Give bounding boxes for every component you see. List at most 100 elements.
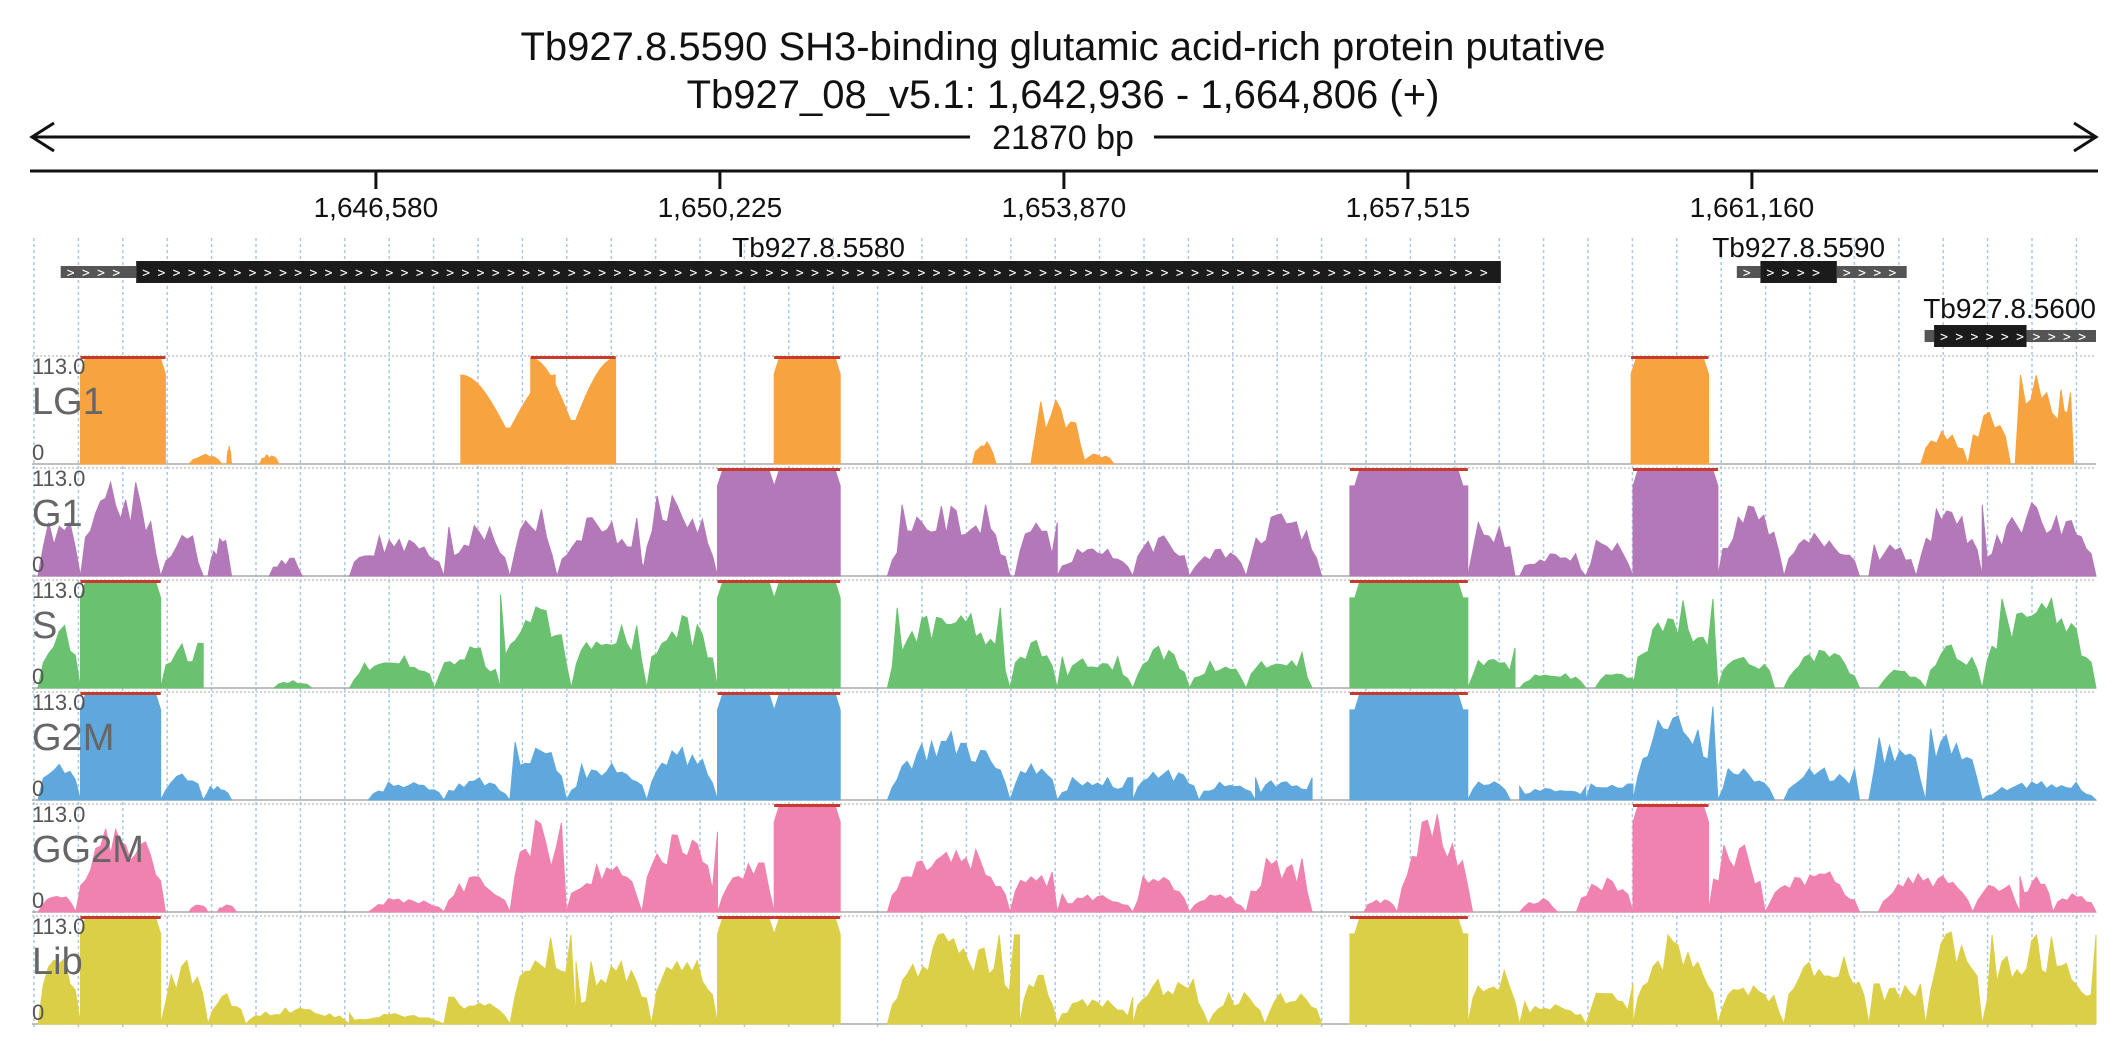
coverage-peak — [1585, 539, 1634, 577]
coverage-track: 113.0 0 S — [32, 578, 2097, 689]
coverage-peak — [1009, 871, 1058, 913]
clipped-marker — [80, 356, 166, 359]
coverage-peak — [1188, 548, 1247, 577]
strand-chevron: > — [629, 266, 637, 281]
strand-chevron: > — [841, 266, 849, 281]
strand-chevron: > — [1039, 266, 1047, 281]
clipped-marker — [1349, 916, 1468, 919]
coverage-peak — [216, 904, 238, 913]
coverage-peak — [37, 624, 82, 689]
coverage-peak — [1717, 985, 1785, 1025]
strand-chevron: > — [1843, 266, 1851, 281]
gene-utr — [2026, 330, 2096, 342]
coverage-peak — [717, 469, 775, 577]
coverage-track: 113.0 0 LG1 — [32, 354, 2096, 465]
gene-utr — [1924, 330, 1935, 342]
coverage-peak — [37, 957, 82, 1025]
strand-chevron: > — [294, 266, 302, 281]
gene-model[interactable]: > > > > > > > > > Tb927.8.5590 — [1712, 232, 1907, 283]
strand-chevron: > — [1085, 266, 1093, 281]
strand-chevron: > — [264, 266, 272, 281]
strand-chevron: > — [1419, 266, 1427, 281]
strand-chevron: > — [1237, 266, 1245, 281]
strand-chevron: > — [1328, 266, 1336, 281]
gene-utr — [1736, 266, 1761, 278]
coverage-peak — [79, 480, 162, 577]
strand-chevron: > — [492, 266, 500, 281]
coverage-peak — [886, 933, 1020, 1025]
strand-chevron: > — [948, 266, 956, 281]
strand-chevron: > — [598, 266, 606, 281]
strand-chevron: > — [1221, 266, 1229, 281]
coverage-peak — [259, 453, 280, 465]
gene-model[interactable]: > > > > > > > > > > Tb927.8.5600 — [1923, 293, 2096, 347]
coverage-peak — [1056, 655, 1134, 689]
clipped-marker — [717, 468, 775, 471]
strand-chevron: > — [1252, 266, 1260, 281]
coverage-peak — [1132, 645, 1191, 689]
coverage-peak — [1132, 977, 1210, 1025]
strand-chevron: > — [811, 266, 819, 281]
coverage-peak — [1245, 857, 1313, 913]
coverage-peak — [886, 847, 1011, 913]
coverage-peak — [1518, 897, 1559, 913]
track-label: LG1 — [32, 381, 104, 423]
track-max-label: 113.0 — [32, 578, 85, 603]
coverage-peak — [1349, 693, 1469, 801]
coverage-peak — [773, 805, 841, 913]
strand-chevron: > — [1282, 266, 1290, 281]
strand-chevron: > — [401, 266, 409, 281]
coverage-peak — [1764, 871, 1861, 913]
gene-model[interactable]: > > > > > > > > > > > > > > > > > > > > > > > > > > > > > > > > > > > > > > > >… — [60, 232, 1501, 283]
coverage-peak — [1467, 647, 1516, 689]
strand-chevron: > — [1986, 330, 1994, 345]
strand-chevron: > — [507, 266, 515, 281]
strand-chevron: > — [1161, 266, 1169, 281]
strand-chevron: > — [1797, 266, 1805, 281]
coverage-peak — [272, 680, 314, 689]
coverage-peak — [1245, 513, 1323, 577]
strand-chevron: > — [933, 266, 941, 281]
strand-chevron: > — [902, 266, 910, 281]
coverage-peak — [1519, 1000, 1587, 1025]
coverage-peak — [1056, 892, 1134, 913]
strand-chevron: > — [735, 266, 743, 281]
chart-title: Tb927.8.5590 SH3-binding glutamic acid-r… — [520, 25, 1605, 69]
strand-chevron: > — [1115, 266, 1123, 281]
strand-chevron: > — [1176, 266, 1184, 281]
coverage-peak — [1349, 469, 1469, 577]
strand-chevron: > — [279, 266, 287, 281]
strand-chevron: > — [1130, 266, 1138, 281]
strand-chevron: > — [1873, 266, 1881, 281]
coverage-peak — [187, 453, 224, 465]
strand-chevron: > — [2033, 330, 2041, 345]
strand-chevron: > — [1389, 266, 1397, 281]
strand-chevron: > — [887, 266, 895, 281]
coverage-peak — [1349, 581, 1469, 689]
strand-chevron: > — [446, 266, 454, 281]
axis-tick-label: 1,653,870 — [1002, 192, 1127, 223]
coverage-peak — [1188, 660, 1247, 689]
clipped-marker — [80, 692, 161, 695]
coverage-peak — [971, 440, 997, 465]
coverage-peak — [1018, 974, 1058, 1025]
coverage-peak — [1056, 776, 1134, 801]
strand-chevron: > — [82, 266, 90, 281]
coverage-peak — [565, 862, 643, 913]
coverage-track: 113.0 0 G2M — [32, 690, 2098, 801]
coverage-peak — [565, 762, 648, 801]
clipped-marker — [1632, 804, 1709, 807]
coverage-peak — [1014, 522, 1058, 577]
coverage-peak — [244, 1007, 351, 1025]
coverage-peak — [1396, 814, 1474, 913]
strand-chevron: > — [188, 266, 196, 281]
strand-chevron: > — [157, 266, 165, 281]
coverage-peak — [1245, 650, 1313, 689]
coverage-peak — [1877, 669, 1927, 689]
strand-chevron: > — [2063, 330, 2071, 345]
coverage-peak — [1707, 844, 1766, 913]
axis-tick-label: 1,650,225 — [658, 192, 783, 223]
gene-cds — [1760, 261, 1837, 283]
coverage-peak — [1980, 781, 2098, 801]
